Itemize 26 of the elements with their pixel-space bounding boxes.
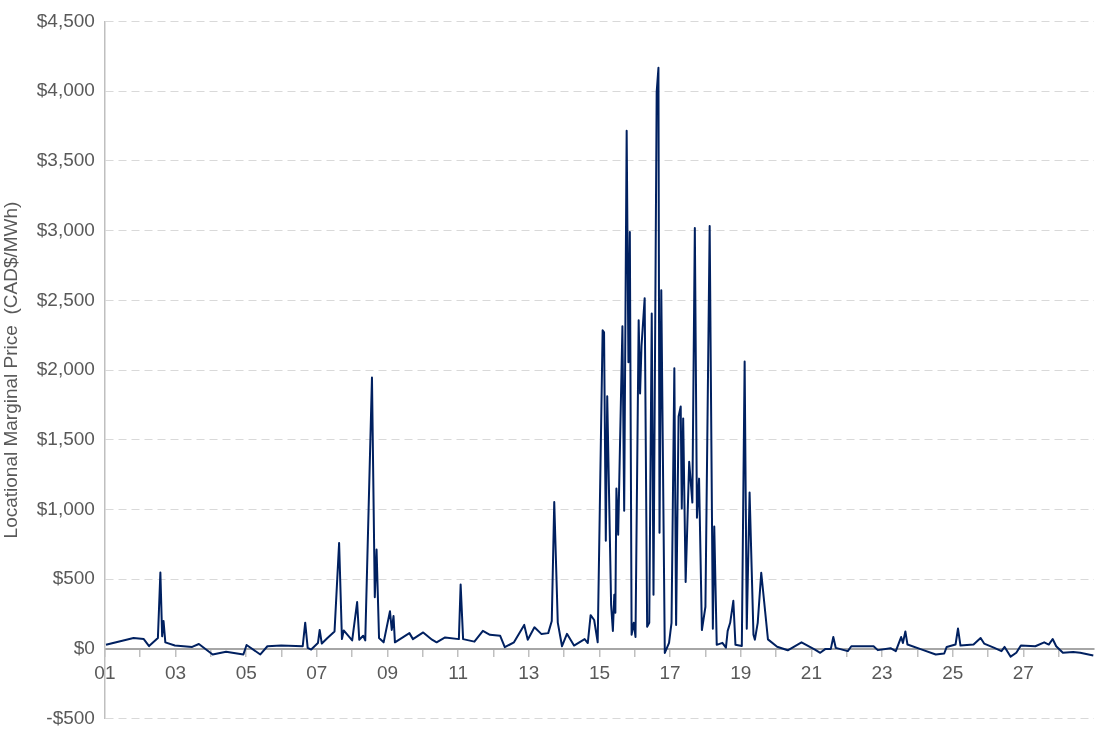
x-tick-label: 17 [659,661,681,683]
y-tick-label: $500 [52,567,95,589]
y-axis-title: Locational Marginal Price (CAD$/MWh) [0,201,21,539]
y-tick-label: $4,500 [36,9,95,31]
y-tick-label: -$500 [46,706,95,728]
y-tick-label: $0 [73,637,95,659]
x-tick-label: 07 [306,661,328,683]
y-tick-label: $3,000 [36,218,95,240]
x-tick-label: 03 [164,661,187,683]
x-tick-label: 19 [730,661,752,683]
x-tick-label: 11 [448,661,469,683]
y-tick-label: $1,000 [36,497,95,519]
y-tick-label: $4,000 [36,79,95,101]
x-tick-label: 13 [518,661,540,683]
y-tick-label: $2,500 [36,288,95,310]
x-tick-label: 27 [1012,661,1034,683]
x-tick-label: 09 [376,661,399,683]
x-tick-label: 25 [942,661,964,683]
x-tick-label: 01 [94,661,116,683]
x-tick-label: 23 [871,661,893,683]
x-tick-label: 21 [800,661,822,683]
y-tick-label: $1,500 [36,427,95,449]
y-tick-label: $3,500 [36,149,95,171]
x-tick-label: 05 [235,661,257,683]
y-tick-label: $2,000 [36,358,95,380]
x-tick-label: 15 [588,661,611,683]
